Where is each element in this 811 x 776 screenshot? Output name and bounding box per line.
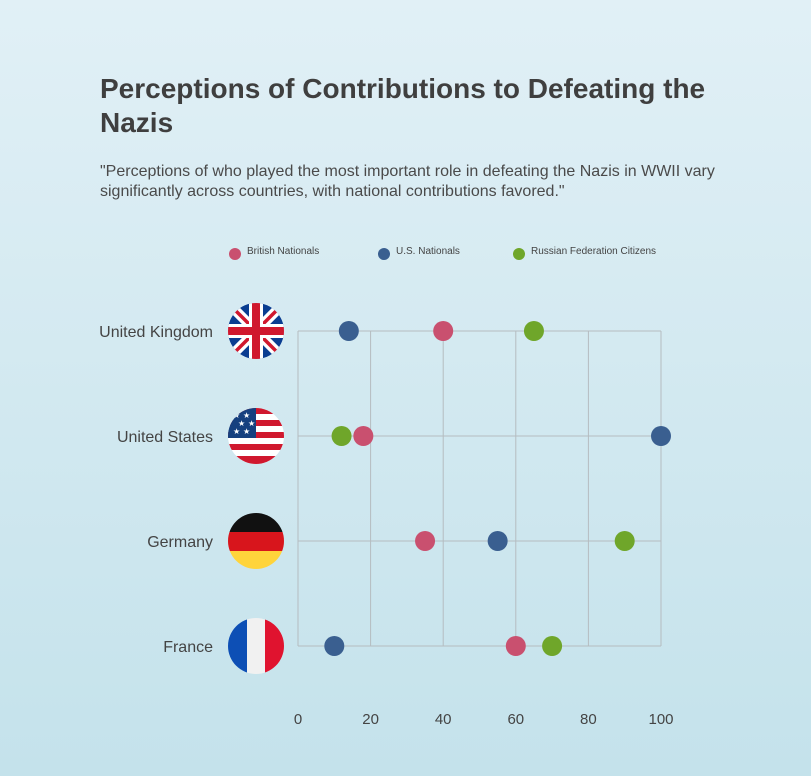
france-flag	[228, 618, 284, 674]
point-u-s-nationals-germany	[487, 531, 508, 551]
x-tick-label: 20	[362, 711, 379, 728]
x-tick-label: 60	[507, 711, 524, 728]
point-british-nationals-united-states	[353, 426, 374, 446]
row-label-germany: Germany	[147, 534, 213, 551]
chart-subtitle: "Perceptions of who played the most impo…	[100, 163, 715, 200]
point-british-nationals-united-kingdom	[433, 321, 454, 341]
x-axis-ticks: 0 20 40 60 80 100	[294, 711, 674, 728]
x-tick-label: 80	[580, 711, 597, 728]
point-russian-federation-citizens-france	[542, 636, 563, 656]
x-tick-label: 0	[294, 711, 302, 728]
point-russian-federation-citizens-united-states	[331, 426, 352, 446]
row-label-france: France	[163, 639, 213, 656]
point-u-s-nationals-france	[324, 636, 345, 656]
legend-marker-british-nationals	[229, 248, 241, 260]
germany-flag	[228, 513, 284, 569]
legend-marker-u-s-nationals	[378, 248, 390, 260]
point-u-s-nationals-united-kingdom	[338, 321, 359, 341]
data-points	[324, 321, 671, 656]
svg-text:★: ★	[233, 427, 240, 436]
legend-label-u-s-nationals: U.S. Nationals	[396, 246, 460, 257]
legend: British Nationals U.S. Nationals Russian F…	[229, 246, 656, 260]
svg-text:★: ★	[248, 419, 255, 428]
x-tick-label: 100	[648, 711, 673, 728]
svg-text:★: ★	[243, 427, 250, 436]
flags: ★ ★ ★ ★ ★ ★	[228, 303, 284, 674]
row-label-united-states: United States	[117, 429, 213, 446]
uk-flag	[228, 303, 284, 359]
point-russian-federation-citizens-united-kingdom	[523, 321, 544, 341]
svg-text:★: ★	[243, 411, 250, 420]
chart-title: Perceptions of Contributions to Defeatin…	[100, 73, 706, 138]
point-british-nationals-france	[505, 636, 526, 656]
legend-label-russian-federation-citizens: Russian Federation Citizens	[531, 246, 656, 257]
svg-text:★: ★	[238, 419, 245, 428]
us-flag: ★ ★ ★ ★ ★ ★	[228, 408, 284, 464]
legend-marker-russian-federation-citizens	[513, 248, 525, 260]
point-u-s-nationals-united-states	[651, 426, 671, 446]
point-british-nationals-germany	[415, 531, 436, 551]
row-labels: United Kingdom United States Germany France	[99, 324, 213, 656]
x-tick-label: 40	[435, 711, 452, 728]
point-russian-federation-citizens-germany	[614, 531, 635, 551]
row-label-united-kingdom: United Kingdom	[99, 324, 213, 341]
grid	[297, 330, 662, 647]
legend-label-british-nationals: British Nationals	[247, 246, 319, 257]
